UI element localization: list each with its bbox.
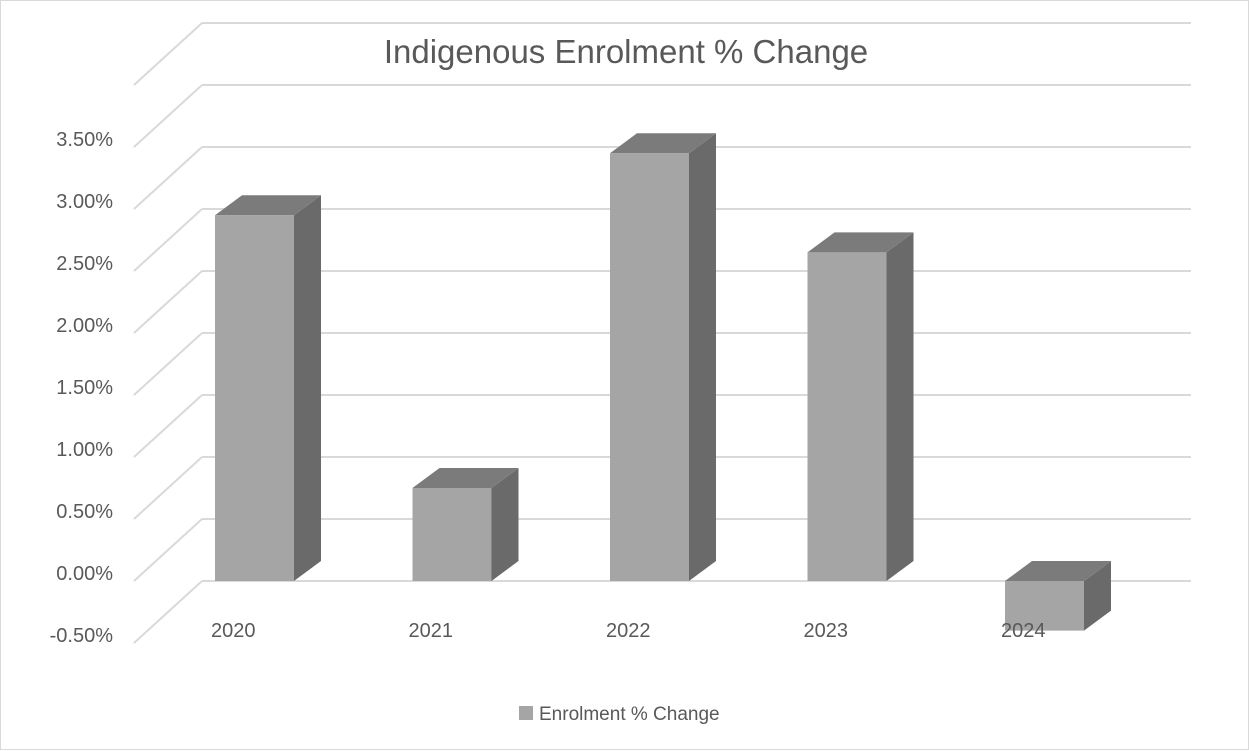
- gridline-depth: [133, 146, 203, 210]
- bar-side: [294, 195, 321, 581]
- gridline-depth: [133, 208, 203, 272]
- bar-top: [215, 195, 321, 216]
- bar-top: [1005, 561, 1111, 581]
- legend-label: Enrolment % Change: [539, 704, 720, 725]
- x-tick-label: 2024: [1001, 620, 1046, 642]
- gridline-depth: [133, 456, 203, 520]
- legend: Enrolment % Change: [519, 704, 720, 725]
- bar-front: [610, 153, 689, 581]
- x-tick-label: 2022: [606, 620, 651, 642]
- y-tick-label: -0.50%: [50, 625, 114, 647]
- x-axis-ticks: 2020 2021 2022 2023 2024: [211, 620, 1046, 642]
- y-tick-label: 2.00%: [56, 315, 113, 337]
- y-tick-label: 0.00%: [56, 563, 113, 585]
- x-tick-label: 2023: [804, 620, 849, 642]
- gridline-depth: [133, 270, 203, 334]
- y-tick-label: 2.50%: [56, 253, 113, 275]
- bar-top: [610, 133, 716, 154]
- bar-side: [689, 133, 716, 581]
- bar-side: [491, 468, 519, 581]
- bar-side: [1084, 561, 1111, 631]
- bar-top: [412, 468, 519, 488]
- gridline-depth: [133, 394, 203, 458]
- bar: [807, 232, 914, 581]
- gridline-depth: [133, 332, 203, 396]
- bar: [610, 133, 716, 581]
- bar-top: [807, 232, 914, 253]
- y-tick-label: 0.50%: [56, 501, 113, 523]
- y-tick-label: 3.50%: [56, 129, 113, 151]
- y-tick-label: 3.00%: [56, 191, 113, 213]
- x-tick-label: 2020: [211, 620, 256, 642]
- bar: [1005, 561, 1111, 631]
- bar-front: [807, 252, 887, 581]
- chart-title: Indigenous Enrolment % Change: [384, 33, 868, 70]
- gridline-depth: [133, 518, 203, 582]
- bar-side: [886, 232, 914, 581]
- x-tick-label: 2021: [409, 620, 454, 642]
- bar-front: [412, 488, 492, 581]
- y-tick-label: 1.50%: [56, 377, 113, 399]
- bar: [215, 195, 321, 581]
- gridline-depth: [133, 22, 203, 86]
- bar-front: [215, 215, 294, 581]
- bar-front: [1005, 581, 1084, 631]
- legend-swatch: [519, 706, 533, 720]
- y-axis-ticks: -0.50% 0.00% 0.50% 1.00% 1.50% 2.00% 2.50% 3.00…: [50, 129, 114, 647]
- y-tick-label: 1.00%: [56, 439, 113, 461]
- bars: [215, 133, 1111, 631]
- bar: [412, 468, 519, 581]
- gridline-depth: [133, 84, 203, 148]
- gridline-depth: [133, 580, 203, 644]
